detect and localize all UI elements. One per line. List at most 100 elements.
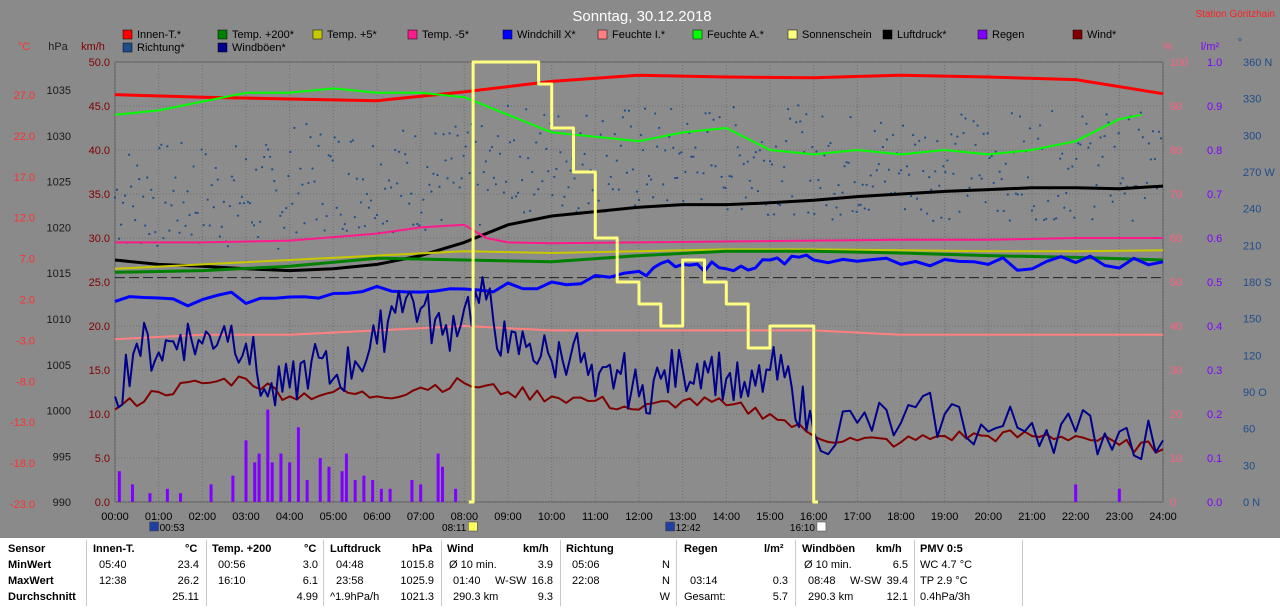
direction-point bbox=[347, 172, 350, 176]
direction-point bbox=[319, 133, 322, 136]
direction-point bbox=[504, 180, 508, 183]
direction-point bbox=[645, 183, 649, 186]
rain-bar bbox=[117, 471, 121, 502]
direction-point bbox=[861, 183, 864, 186]
direction-point bbox=[643, 107, 647, 110]
direction-point bbox=[369, 199, 373, 202]
direction-point bbox=[345, 229, 348, 232]
stats-windboeen-dist: 290.3 km bbox=[808, 591, 854, 603]
direction-point bbox=[130, 185, 133, 188]
direction-point bbox=[750, 186, 753, 190]
temp-tick: 22.0 bbox=[14, 131, 35, 143]
direction-point bbox=[712, 118, 715, 121]
direction-tick: 360 N bbox=[1243, 57, 1272, 69]
time-tick: 20:00 bbox=[975, 511, 1003, 523]
rain-bar bbox=[279, 453, 283, 502]
direction-point bbox=[597, 199, 600, 202]
direction-point bbox=[218, 235, 221, 238]
direction-point bbox=[178, 231, 181, 234]
stats-temp200-avg: 4.99 bbox=[296, 591, 318, 603]
rain-bar bbox=[388, 488, 392, 502]
direction-tick: 300 bbox=[1243, 130, 1261, 142]
rain-bar bbox=[1117, 488, 1121, 502]
direction-point bbox=[254, 168, 258, 171]
direction-point bbox=[684, 170, 687, 173]
direction-point bbox=[460, 177, 463, 180]
rain-tick: 0.6 bbox=[1207, 233, 1222, 245]
direction-point bbox=[315, 218, 318, 221]
time-tick: 08:00 bbox=[451, 511, 479, 523]
legend-swatch bbox=[217, 42, 228, 53]
direction-point bbox=[668, 135, 671, 138]
direction-point bbox=[265, 143, 268, 147]
direction-point bbox=[188, 214, 191, 217]
rain-bar bbox=[344, 453, 348, 502]
time-tick: 18:00 bbox=[887, 511, 915, 523]
legend-label: Richtung* bbox=[137, 42, 185, 54]
direction-point bbox=[817, 179, 820, 182]
direction-point bbox=[214, 166, 217, 170]
direction-point bbox=[148, 232, 151, 236]
humidity-tick: 20 bbox=[1170, 409, 1182, 421]
time-tick: 23:00 bbox=[1106, 511, 1134, 523]
series-innen-t bbox=[114, 73, 1164, 103]
direction-point bbox=[823, 154, 826, 157]
humidity-tick: 60 bbox=[1170, 233, 1182, 245]
direction-point bbox=[311, 167, 314, 170]
series-temp-5 bbox=[115, 223, 1163, 245]
direction-point bbox=[625, 171, 629, 174]
direction-point bbox=[649, 178, 653, 181]
stats-wind-max-time: 01:40 bbox=[453, 575, 481, 587]
time-tick: 03:00 bbox=[232, 511, 260, 523]
direction-point bbox=[718, 115, 721, 119]
rain-bar bbox=[454, 488, 458, 502]
stats-wind-avg10-val: 3.9 bbox=[537, 559, 553, 571]
time-tick: 12:00 bbox=[625, 511, 653, 523]
direction-point bbox=[1151, 130, 1155, 133]
stats-wind-dist: 290.3 km bbox=[453, 591, 499, 603]
direction-point bbox=[766, 213, 770, 216]
time-tick: 17:00 bbox=[844, 511, 872, 523]
direction-point bbox=[672, 146, 675, 149]
direction-point bbox=[1057, 194, 1060, 198]
direction-point bbox=[535, 141, 538, 144]
direction-tick: 60 bbox=[1243, 424, 1255, 436]
sun-mark-dawn bbox=[149, 521, 159, 532]
direction-point bbox=[909, 195, 913, 198]
rain-bar bbox=[410, 480, 414, 502]
pressure-tick: 1020 bbox=[47, 222, 71, 234]
direction-point bbox=[1113, 145, 1116, 148]
direction-point bbox=[722, 186, 725, 189]
stats-luftdruck-max-time: 23:58 bbox=[336, 575, 364, 587]
direction-point bbox=[984, 201, 987, 204]
time-tick: 24:00 bbox=[1149, 511, 1177, 523]
direction-point bbox=[793, 213, 796, 216]
direction-point bbox=[952, 172, 955, 175]
direction-point bbox=[339, 213, 342, 216]
direction-point bbox=[180, 141, 183, 145]
time-tick: 07:00 bbox=[407, 511, 435, 523]
direction-point bbox=[402, 129, 405, 132]
direction-point bbox=[1006, 193, 1009, 196]
series-windb-en bbox=[114, 276, 1164, 461]
direction-point bbox=[752, 156, 755, 159]
legend-swatch bbox=[597, 29, 608, 40]
direction-point bbox=[1034, 218, 1038, 221]
direction-point bbox=[432, 172, 435, 175]
direction-point bbox=[287, 174, 290, 178]
direction-point bbox=[228, 204, 231, 208]
direction-point bbox=[789, 117, 792, 120]
direction-point bbox=[619, 144, 622, 147]
direction-point bbox=[1032, 205, 1036, 208]
direction-point bbox=[418, 224, 421, 227]
direction-point bbox=[639, 134, 643, 137]
direction-point bbox=[220, 225, 223, 228]
direction-point bbox=[732, 106, 735, 109]
direction-point bbox=[160, 143, 163, 146]
time-tick: 10:00 bbox=[538, 511, 566, 523]
direction-point bbox=[291, 202, 294, 205]
temp-tick: 2.0 bbox=[20, 295, 35, 307]
direction-point bbox=[676, 176, 679, 179]
wind-tick: 15.0 bbox=[89, 365, 110, 377]
pressure-tick: 1030 bbox=[47, 131, 71, 143]
